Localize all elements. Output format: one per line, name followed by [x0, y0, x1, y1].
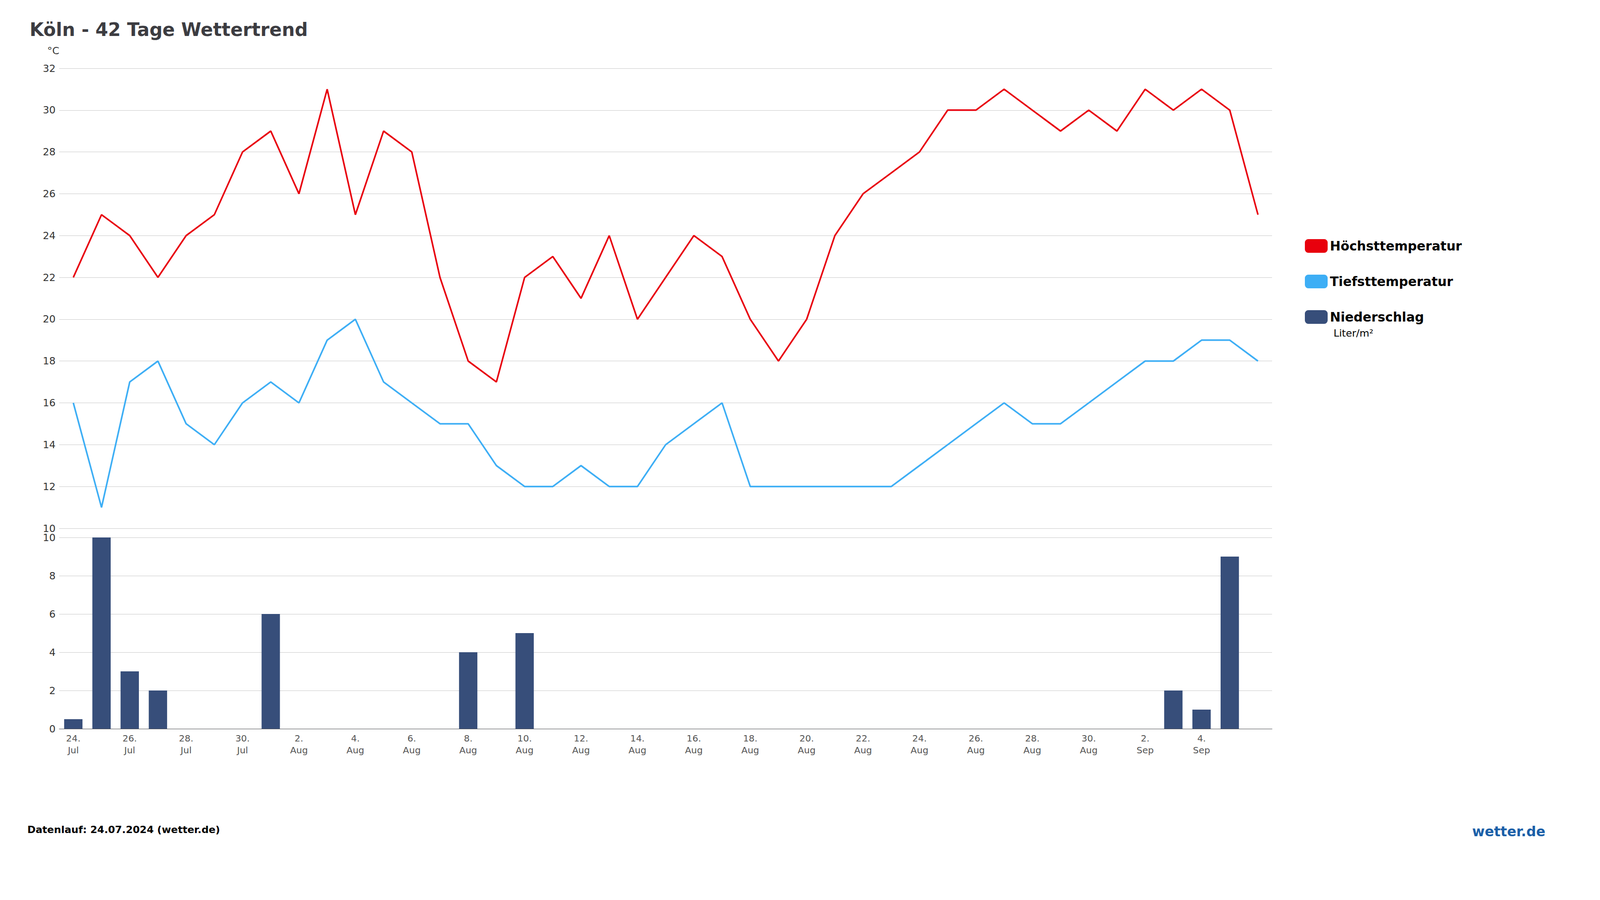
svg-text:30: 30 [42, 104, 56, 116]
svg-text:24: 24 [42, 230, 56, 242]
svg-text:6.: 6. [407, 732, 417, 744]
svg-text:Datenlauf: 24.07.2024 (wetter.: Datenlauf: 24.07.2024 (wetter.de) [27, 823, 220, 836]
svg-text:12: 12 [42, 480, 56, 493]
svg-text:Aug: Aug [853, 744, 872, 756]
svg-text:Sep: Sep [1136, 744, 1154, 756]
svg-text:22.: 22. [855, 732, 871, 744]
svg-text:Aug: Aug [459, 744, 477, 756]
svg-text:Aug: Aug [797, 744, 816, 756]
svg-text:wetter.de: wetter.de [1472, 823, 1546, 840]
svg-text:Aug: Aug [346, 744, 365, 756]
svg-text:Aug: Aug [1079, 744, 1098, 756]
svg-text:Jul: Jul [66, 744, 79, 756]
svg-text:4.: 4. [351, 732, 360, 744]
svg-text:24.: 24. [912, 732, 927, 744]
svg-text:10: 10 [42, 522, 56, 535]
svg-text:26: 26 [42, 188, 56, 200]
svg-text:Liter/m²: Liter/m² [1333, 327, 1374, 339]
svg-text:Köln - 42 Tage Wettertrend: Köln - 42 Tage Wettertrend [29, 19, 308, 41]
svg-text:Aug: Aug [910, 744, 929, 756]
svg-text:10: 10 [42, 531, 56, 544]
svg-text:2.: 2. [1140, 732, 1150, 744]
svg-text:16.: 16. [686, 732, 702, 744]
svg-text:Jul: Jul [123, 744, 136, 756]
svg-text:22: 22 [42, 271, 56, 284]
svg-text:26.: 26. [968, 732, 984, 744]
svg-text:30.: 30. [235, 732, 251, 744]
svg-text:28.: 28. [178, 732, 194, 744]
svg-text:4: 4 [49, 646, 56, 659]
svg-text:24.: 24. [66, 732, 81, 744]
svg-text:14.: 14. [630, 732, 645, 744]
svg-text:10.: 10. [517, 732, 532, 744]
svg-text:Aug: Aug [290, 744, 308, 756]
svg-text:28.: 28. [1025, 732, 1040, 744]
svg-text:Aug: Aug [628, 744, 647, 756]
svg-text:Tiefsttemperatur: Tiefsttemperatur [1329, 274, 1454, 290]
svg-text:0: 0 [49, 723, 56, 735]
svg-text:6: 6 [49, 608, 56, 620]
svg-text:Jul: Jul [235, 744, 248, 756]
svg-text:18: 18 [42, 355, 56, 367]
svg-text:Aug: Aug [741, 744, 760, 756]
svg-text:30.: 30. [1081, 732, 1097, 744]
svg-text:Höchsttemperatur: Höchsttemperatur [1329, 238, 1462, 254]
svg-text:Aug: Aug [684, 744, 703, 756]
svg-text:Aug: Aug [1023, 744, 1042, 756]
svg-text:Jul: Jul [179, 744, 192, 756]
svg-text:26.: 26. [122, 732, 138, 744]
svg-text:12.: 12. [573, 732, 589, 744]
svg-text:Aug: Aug [572, 744, 590, 756]
svg-text:Sep: Sep [1192, 744, 1211, 756]
svg-text:Aug: Aug [403, 744, 421, 756]
svg-text:20.: 20. [799, 732, 814, 744]
svg-text:Niederschlag: Niederschlag [1329, 309, 1425, 325]
svg-text:8: 8 [49, 570, 56, 582]
svg-text:20: 20 [42, 313, 56, 325]
svg-text:°C: °C [47, 45, 60, 57]
svg-text:18.: 18. [742, 732, 758, 744]
svg-text:Aug: Aug [515, 744, 534, 756]
svg-text:8.: 8. [463, 732, 473, 744]
svg-text:2.: 2. [294, 732, 304, 744]
svg-text:32: 32 [42, 62, 56, 75]
svg-text:4.: 4. [1197, 732, 1207, 744]
svg-text:28: 28 [42, 146, 56, 158]
svg-text:14: 14 [42, 439, 56, 451]
svg-text:2: 2 [49, 684, 56, 697]
svg-text:Aug: Aug [966, 744, 985, 756]
svg-text:16: 16 [42, 397, 56, 409]
